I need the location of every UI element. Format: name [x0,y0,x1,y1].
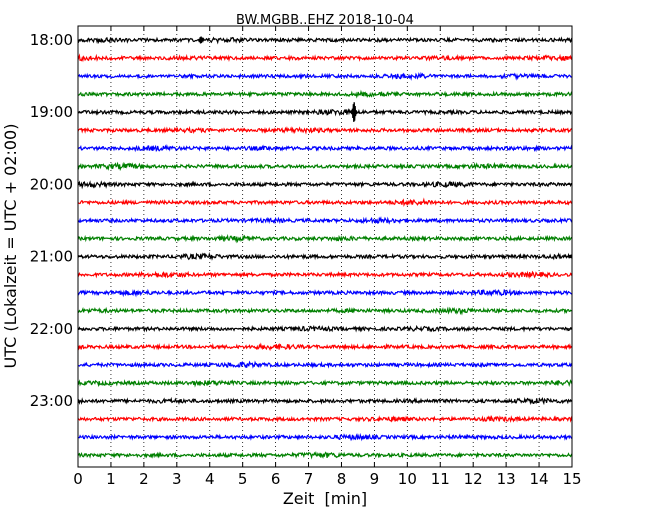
trace-row [77,360,573,369]
y-tick-label: 20:00 [30,175,73,193]
x-tick-label: 5 [238,470,248,488]
x-tick-label: 4 [205,470,215,488]
trace-row [77,36,573,45]
trace-row [77,53,573,63]
trace-row [77,288,573,298]
x-tick-label: 3 [172,470,182,488]
x-tick-label: 12 [464,470,483,488]
x-axis-ticks: 0 1 2 3 4 5 6 7 8 9 10 11 12 13 14 15 [73,26,582,488]
trace-row [77,251,573,261]
trace-row [77,396,573,406]
y-tick-label: 21:00 [30,248,73,266]
x-tick-label: 11 [431,470,450,488]
trace-row [77,432,573,442]
plot-frame [77,25,573,468]
chart-title: BW.MGBB..EHZ 2018-10-04 [236,13,414,28]
x-tick-label: 15 [562,470,581,488]
trace-row [77,180,573,190]
x-tick-label: 7 [304,470,314,488]
trace-row [77,71,573,81]
event-spike [350,102,358,122]
x-tick-label: 1 [106,470,116,488]
trace-row [77,450,573,460]
trace-row [77,233,573,244]
trace-row [78,143,573,153]
x-tick-label: 6 [271,470,281,488]
event-spike [197,36,205,44]
x-tick-label: 2 [139,470,149,488]
y-tick-label: 18:00 [30,31,73,49]
trace-row [77,89,573,99]
y-axis-label: UTC (Lokalzeit = UTC + 02:00) [1,124,20,369]
y-axis-ticks: 18:00 19:00 20:00 21:00 22:00 23:00 [30,31,572,410]
trace-rows [77,36,573,460]
x-tick-label: 13 [497,470,516,488]
trace-row [77,125,573,135]
trace-row [77,270,573,280]
x-tick-label: 10 [398,470,417,488]
trace-row [77,342,573,352]
trace-row [77,108,573,117]
x-tick-label: 0 [73,470,83,488]
event-marks [197,36,358,122]
x-axis-label: Zeit [min] [283,489,367,508]
trace-row [77,379,573,388]
trace-row [77,216,573,225]
y-tick-label: 23:00 [30,392,73,410]
y-tick-label: 19:00 [30,103,73,121]
trace-row [77,197,573,208]
trace-row [77,306,573,316]
x-tick-label: 8 [337,470,347,488]
x-tick-label: 9 [370,470,380,488]
trace-row [77,161,573,172]
y-tick-label: 22:00 [30,320,73,338]
trace-row [77,415,573,424]
x-tick-label: 14 [530,470,549,488]
vertical-gridlines [110,26,540,467]
trace-row [77,324,573,333]
